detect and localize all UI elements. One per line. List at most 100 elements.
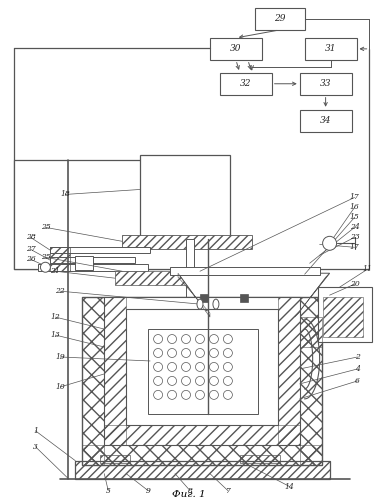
Circle shape [153,376,163,386]
Circle shape [41,262,50,272]
Text: 33: 33 [320,80,331,88]
Text: 8: 8 [188,486,193,494]
Circle shape [210,390,218,400]
Text: 28: 28 [25,234,35,241]
Text: 30: 30 [230,44,242,54]
Circle shape [168,376,177,386]
Bar [38,264,148,271]
Bar [14,160,193,269]
Text: 31: 31 [325,44,336,54]
Circle shape [196,334,204,344]
Circle shape [153,362,163,372]
Bar [115,271,275,285]
Circle shape [168,348,177,358]
Ellipse shape [197,299,203,309]
Text: 34: 34 [320,116,331,125]
Circle shape [223,390,232,400]
Text: 3: 3 [33,442,38,450]
Circle shape [182,362,191,372]
Text: 21: 21 [50,267,60,275]
Circle shape [210,376,218,386]
Circle shape [153,390,163,400]
Text: 7: 7 [226,486,230,494]
Circle shape [223,376,232,386]
Bar [255,8,305,30]
Bar [210,38,262,60]
Bar [100,454,130,462]
Text: 12: 12 [50,313,60,321]
Bar [50,248,150,254]
Circle shape [196,362,204,372]
Circle shape [323,236,337,250]
Bar [318,287,373,342]
Text: 18: 18 [61,190,70,198]
Text: 2: 2 [355,353,360,361]
Circle shape [168,362,177,372]
Bar [305,38,357,60]
Bar [104,297,300,444]
Text: 17: 17 [350,194,359,202]
Bar [220,73,272,94]
Text: 4: 4 [355,365,360,373]
Text: 25: 25 [41,254,50,262]
Bar [140,154,230,240]
Text: 5: 5 [106,486,111,494]
Polygon shape [330,299,357,334]
Ellipse shape [213,299,219,309]
Bar [278,297,300,444]
Bar [104,297,126,444]
Text: 24: 24 [350,224,359,232]
Bar [82,444,322,464]
Text: 1: 1 [33,427,38,435]
Circle shape [168,390,177,400]
Text: 27: 27 [25,246,35,254]
Polygon shape [178,273,330,317]
Text: 11: 11 [363,265,373,273]
Bar [50,248,70,271]
Text: 29: 29 [274,14,285,24]
Text: 25: 25 [41,224,50,232]
Text: 15: 15 [350,214,359,222]
Circle shape [196,390,204,400]
Bar [126,309,278,425]
Text: 6: 6 [355,377,360,385]
Circle shape [182,348,191,358]
Bar [323,297,362,337]
Bar [122,236,252,250]
Text: Фиг. 1: Фиг. 1 [172,490,206,499]
Circle shape [223,348,232,358]
Text: 17: 17 [350,244,359,252]
Bar [75,460,330,478]
Bar [170,267,319,275]
Bar [104,425,300,444]
Bar [82,297,104,464]
Circle shape [153,348,163,358]
Text: 9: 9 [146,486,150,494]
Bar [75,460,330,478]
Bar [300,317,322,347]
Bar [82,297,322,464]
Circle shape [182,334,191,344]
Text: 10: 10 [55,383,65,391]
Text: 22: 22 [55,287,65,295]
Bar [50,258,135,264]
Text: 26: 26 [25,256,35,264]
Bar [240,294,248,302]
Text: 23: 23 [350,234,359,241]
Bar [186,240,194,369]
Text: 14: 14 [285,482,294,490]
Circle shape [153,334,163,344]
Text: 20: 20 [350,280,359,288]
Circle shape [168,334,177,344]
Circle shape [196,376,204,386]
Circle shape [210,362,218,372]
Bar [300,110,352,132]
Text: 13: 13 [50,331,60,339]
Text: 19: 19 [55,353,65,361]
Bar [200,294,208,302]
Bar [148,329,258,414]
Bar [75,256,93,270]
Bar [240,454,280,462]
Circle shape [182,376,191,386]
Circle shape [223,362,232,372]
